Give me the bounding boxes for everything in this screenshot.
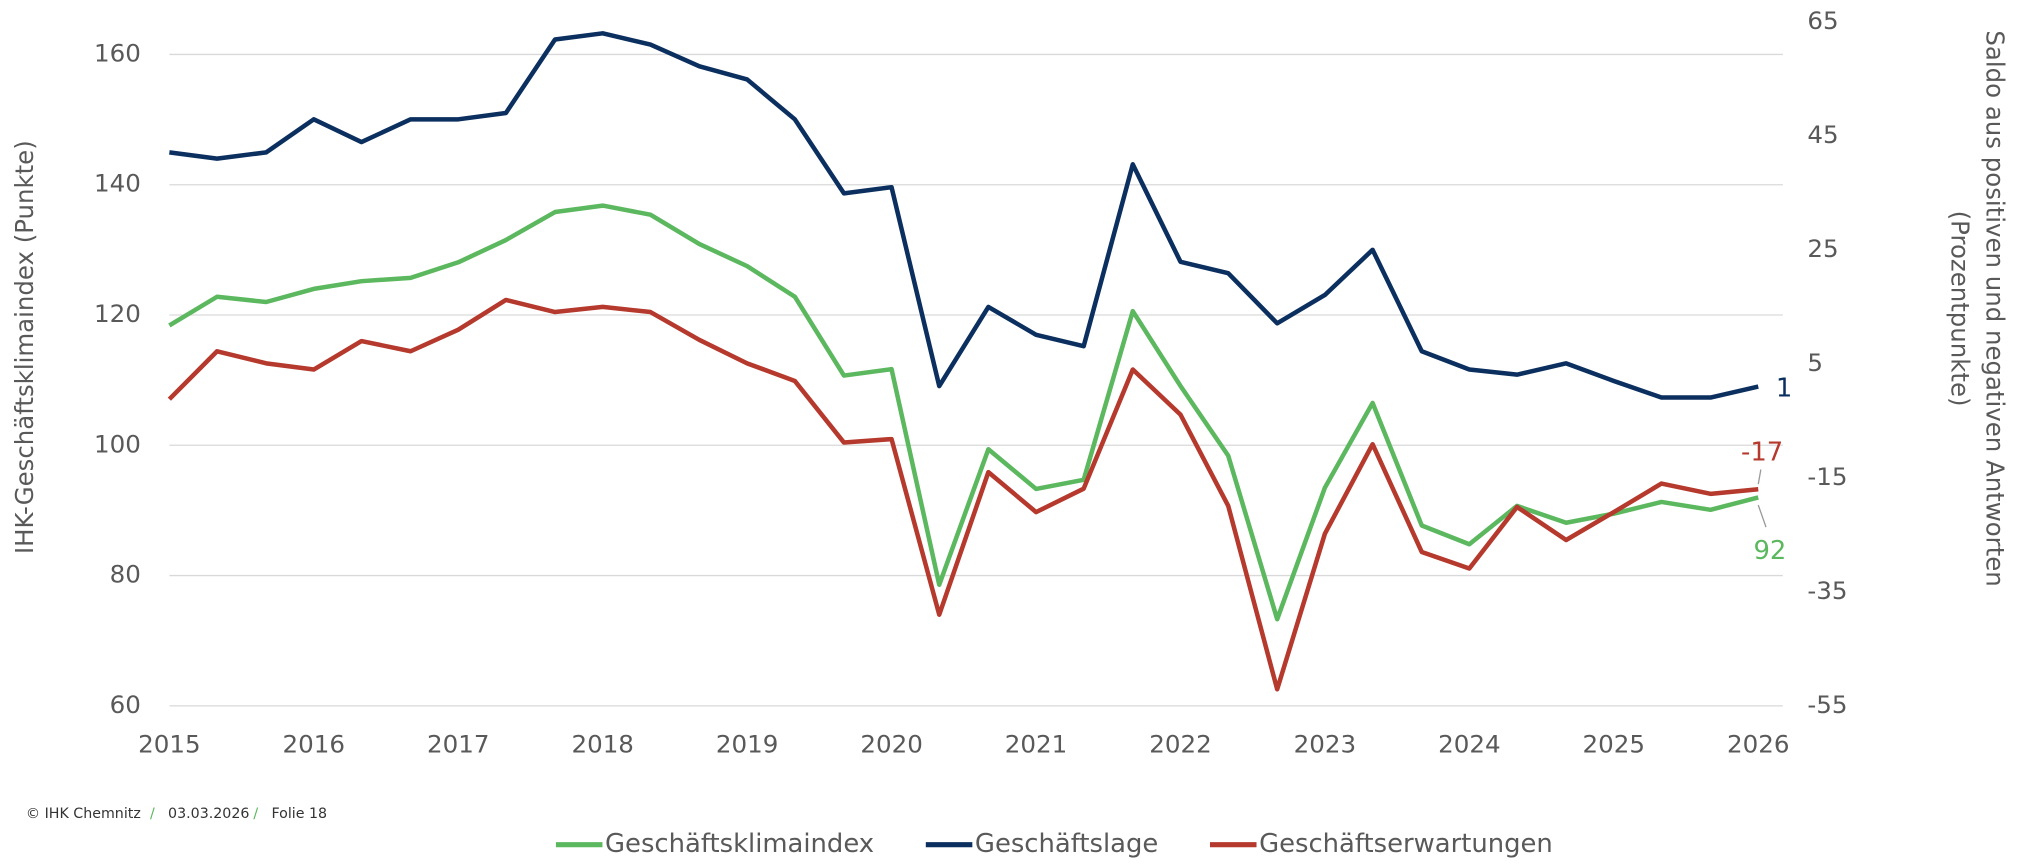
leader-line: [1757, 504, 1767, 528]
y2-tick-label: 45: [1807, 120, 1838, 149]
y-tick-label: 160: [94, 38, 141, 67]
x-tick-label: 2024: [1438, 730, 1500, 759]
x-tick-label: 2022: [1149, 730, 1211, 759]
legend-label: Geschäftslage: [975, 829, 1158, 859]
y2-axis-label: (Prozentpunkte): [1946, 211, 1975, 407]
footer-copyright: © IHK Chemnitz: [26, 806, 141, 822]
series-line: [168, 203, 1759, 622]
y-tick-label: 140: [94, 169, 141, 198]
y2-tick-label: 5: [1807, 348, 1823, 377]
x-tick-label: 2021: [1005, 730, 1067, 759]
series-line: [169, 31, 1759, 400]
x-tick-label: 2025: [1583, 730, 1645, 759]
x-tick-label: 2020: [860, 730, 922, 759]
footer-sep: /: [253, 806, 258, 822]
y2-axis-label: Saldo aus positiven und negativen Antwor…: [1981, 30, 2010, 586]
x-tick-label: 2016: [283, 730, 345, 759]
y2-tick-label: -15: [1807, 462, 1847, 491]
y2-tick-label: -35: [1807, 576, 1847, 605]
y2-tick-label: -55: [1807, 690, 1847, 719]
y2-tick-label: 65: [1807, 6, 1838, 35]
x-tick-label: 2017: [427, 730, 489, 759]
x-tick-label: 2018: [571, 730, 633, 759]
legend-label: Geschäftserwartungen: [1259, 829, 1553, 859]
footer-slide: Folie 18: [271, 806, 327, 822]
series-line: [167, 297, 1759, 692]
y2-tick-label: 25: [1807, 234, 1838, 263]
y-tick-label: 120: [94, 299, 141, 328]
legend-label: Geschäftsklimaindex: [605, 829, 874, 859]
footer-date: 03.03.2026: [168, 806, 249, 822]
x-tick-label: 2026: [1727, 730, 1789, 759]
x-tick-label: 2023: [1294, 730, 1356, 759]
footer: © IHK Chemnitz / 03.03.2026 / Folie 18: [26, 806, 327, 822]
y-tick-label: 80: [110, 560, 141, 589]
data-label: -17: [1741, 438, 1783, 468]
y-tick-label: 100: [94, 429, 141, 458]
y-axis-label: IHK-Geschäftsklimaindex (Punkte): [10, 140, 39, 554]
leader-line: [1757, 469, 1762, 485]
footer-sep: /: [150, 806, 155, 822]
data-label: 92: [1753, 536, 1786, 566]
x-tick-label: 2015: [138, 730, 200, 759]
x-tick-label: 2019: [716, 730, 778, 759]
y-tick-label: 60: [110, 690, 141, 719]
data-label: 1: [1776, 374, 1792, 404]
